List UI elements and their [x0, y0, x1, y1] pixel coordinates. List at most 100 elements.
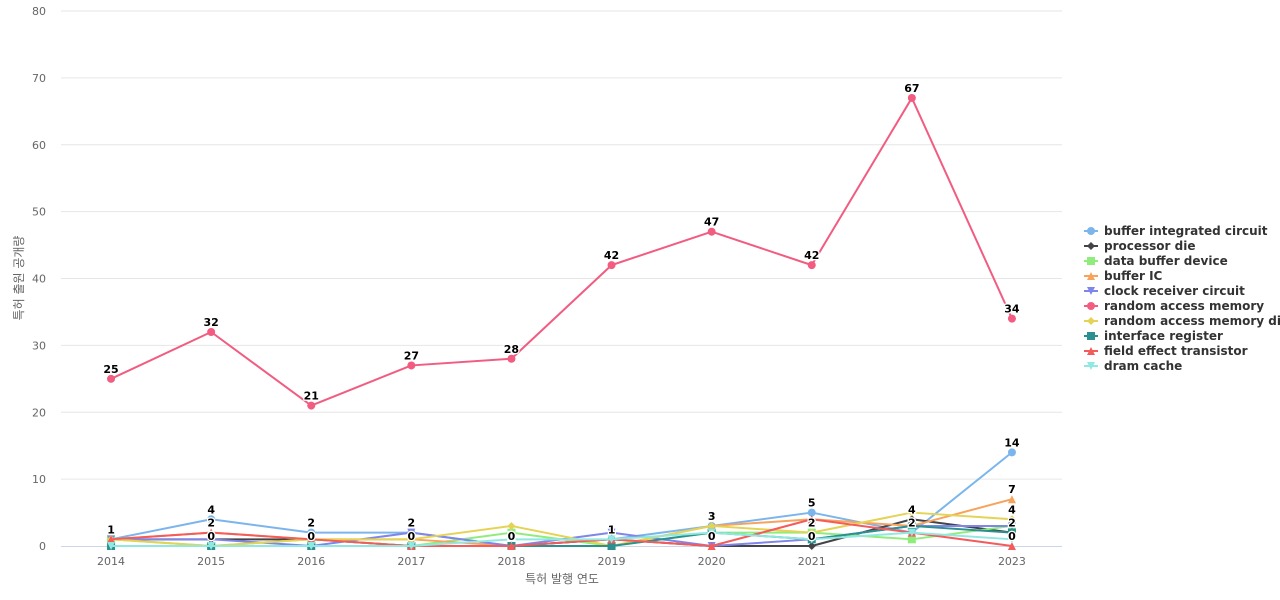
series-field-effect-transistor: [107, 515, 1016, 550]
data-label: 2: [408, 517, 416, 530]
legend-label: random access memory die: [1104, 314, 1280, 328]
legend-label: buffer IC: [1104, 269, 1163, 283]
data-label: 67: [904, 82, 919, 95]
data-point: [207, 542, 216, 550]
data-point: [807, 515, 816, 524]
y-tick-label: 10: [32, 473, 46, 486]
data-point: [907, 528, 916, 537]
y-tick-label: 40: [32, 273, 46, 286]
data-point: [1007, 448, 1016, 457]
data-point: [707, 227, 716, 236]
data-point: [107, 535, 116, 544]
legend-label: processor die: [1104, 239, 1195, 253]
data-point: [607, 528, 616, 537]
data-label: 27: [404, 349, 419, 362]
data-point: [1007, 495, 1016, 504]
data-label: 2: [1008, 517, 1016, 530]
x-tick-label: 2020: [698, 555, 726, 568]
data-point: [607, 261, 616, 270]
legend-swatch-marker: [1087, 302, 1095, 310]
data-label: 1: [608, 523, 616, 536]
y-tick-label: 20: [32, 406, 46, 419]
legend-swatch-marker: [1087, 227, 1095, 235]
data-point: [307, 542, 316, 550]
data-label: 2: [908, 517, 916, 530]
data-point: [807, 528, 816, 537]
legend-swatch-marker: [1087, 332, 1095, 340]
data-point: [107, 374, 116, 383]
data-label: 4: [908, 503, 916, 516]
legend-label: dram cache: [1104, 359, 1182, 373]
data-point: [507, 542, 516, 550]
series-dram-cache: [107, 528, 1016, 550]
data-label: 2: [307, 517, 315, 530]
data-label: 4: [207, 503, 215, 516]
data-point: [207, 515, 216, 524]
legend-item: buffer IC: [1084, 269, 1163, 283]
data-point: [407, 542, 416, 550]
series-line: [110, 451, 1013, 547]
data-label: 25: [103, 363, 118, 376]
data-point: [807, 542, 816, 550]
legend-swatch-marker: [1087, 257, 1095, 265]
data-label: 0: [1008, 530, 1016, 543]
data-point: [307, 528, 316, 537]
y-tick-label: 0: [39, 540, 46, 553]
data-label: 21: [304, 390, 319, 403]
y-tick-label: 70: [32, 72, 46, 85]
legend-swatch-marker: [1087, 242, 1095, 250]
data-label: 0: [808, 530, 816, 543]
x-tick-label: 2016: [297, 555, 325, 568]
data-point: [907, 535, 916, 544]
data-point: [907, 515, 916, 524]
series-random-access-memory: [107, 93, 1016, 410]
legend-item: clock receiver circuit: [1084, 284, 1245, 298]
legend-swatch-marker: [1087, 317, 1095, 325]
data-point: [607, 542, 616, 550]
data-point: [107, 542, 116, 550]
legend-swatch-marker: [1087, 287, 1095, 295]
data-point: [607, 535, 616, 544]
data-label: 28: [504, 343, 519, 356]
data-label: 42: [804, 249, 819, 262]
data-label: 2: [908, 517, 916, 530]
series-line: [110, 96, 1013, 407]
x-tick-label: 2014: [97, 555, 125, 568]
y-axis-ticks: 0 10 20 30 40 50 60 70 80: [32, 5, 46, 553]
data-point: [707, 542, 716, 550]
y-tick-label: 30: [32, 339, 46, 352]
data-point: [1007, 542, 1016, 550]
data-label: 1: [107, 523, 115, 536]
data-label: 34: [1004, 303, 1020, 316]
data-point: [207, 528, 216, 537]
y-tick-label: 50: [32, 206, 46, 219]
data-point: [507, 521, 516, 530]
data-label: 4: [1008, 503, 1016, 516]
data-point: [1007, 528, 1016, 537]
data-point: [807, 508, 816, 517]
data-point: [507, 535, 516, 544]
data-point: [807, 261, 816, 270]
data-point: [807, 535, 816, 544]
y-tick-label: 80: [32, 5, 46, 18]
x-axis-ticks: 2014 2015 2016 2017 2018 2019 2020 2021 2022 2023: [97, 555, 1026, 568]
legend-swatch-marker: [1087, 272, 1095, 280]
data-point: [907, 93, 916, 102]
data-point: [507, 528, 516, 537]
x-tick-label: 2022: [898, 555, 926, 568]
data-label: 0: [708, 530, 716, 543]
data-label: 2: [508, 530, 516, 543]
data-point: [707, 528, 716, 537]
data-point: [907, 508, 916, 517]
legend-label: data buffer device: [1104, 254, 1228, 268]
data-point: [207, 328, 216, 336]
data-point: [1007, 515, 1016, 524]
legend-item: random access memory die: [1084, 314, 1280, 328]
legend-item: processor die: [1084, 239, 1195, 253]
series-line: [111, 531, 1013, 547]
legend-label: field effect transistor: [1104, 344, 1248, 358]
data-label: 42: [604, 249, 619, 262]
data-label: 3: [708, 510, 716, 523]
